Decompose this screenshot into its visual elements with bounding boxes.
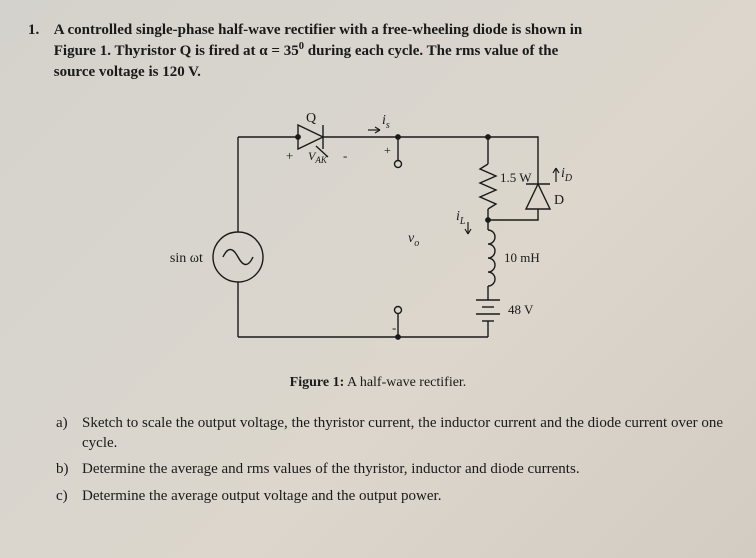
label-Q: Q	[306, 111, 316, 126]
label-source: vi = √2V sin ωt	[168, 251, 203, 269]
part-c: c) Determine the average output voltage …	[56, 486, 728, 506]
label-iL: iL	[456, 209, 466, 227]
label-L: 10 mH	[504, 250, 540, 265]
problem-body: A controlled single-phase half-wave rect…	[54, 20, 724, 82]
question-parts: a) Sketch to scale the output voltage, t…	[56, 413, 728, 506]
label-D: D	[554, 193, 564, 208]
label-is: is	[382, 113, 390, 131]
part-a: a) Sketch to scale the output voltage, t…	[56, 413, 728, 454]
label-vo: vo	[408, 231, 419, 249]
label-R: 1.5 W	[500, 170, 532, 185]
svg-text:+: +	[286, 148, 293, 163]
circuit-figure: + - + - Q is VAK	[28, 102, 728, 393]
label-E: 48 V	[508, 302, 534, 317]
svg-text:-: -	[343, 148, 347, 163]
problem-number: 1.	[28, 20, 50, 40]
svg-text:+: +	[384, 143, 391, 157]
problem-statement: 1. A controlled single-phase half-wave r…	[28, 20, 728, 82]
label-vak: VAK	[308, 149, 328, 165]
svg-text:-: -	[392, 320, 396, 335]
label-iD: iD	[561, 166, 573, 184]
figure-caption: Figure 1: A half-wave rectifier.	[28, 374, 728, 393]
part-b: b) Determine the average and rms values …	[56, 459, 728, 479]
